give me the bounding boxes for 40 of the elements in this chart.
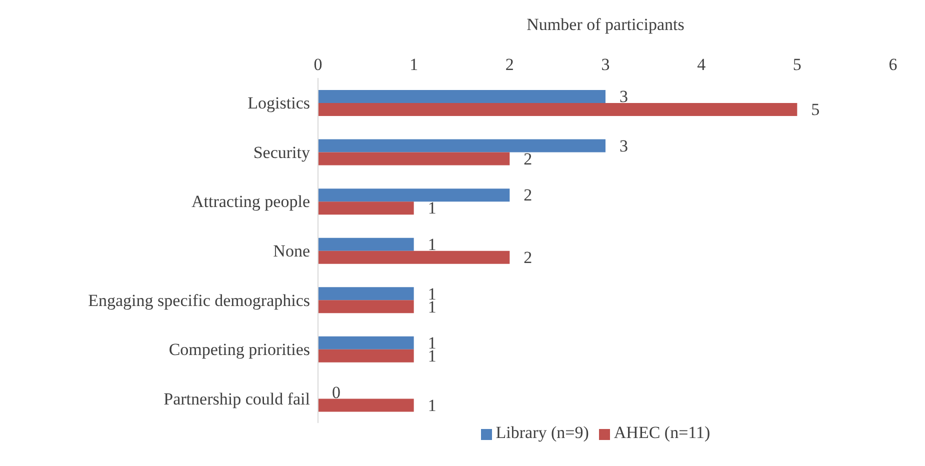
data-label: 2	[524, 149, 532, 168]
y-tick-label: Competing priorities	[168, 340, 310, 360]
x-tick-label: 3	[601, 55, 610, 74]
x-tick-label: 5	[792, 55, 802, 74]
bar	[318, 202, 414, 215]
data-label: 2	[524, 186, 532, 205]
bar	[318, 152, 510, 166]
legend-label: AHEC (n=11)	[614, 423, 710, 442]
y-tick-label: Security	[253, 142, 310, 162]
y-tick-label: None	[273, 242, 310, 261]
y-tick-label: Logistics	[248, 94, 310, 113]
data-label: 1	[428, 198, 436, 218]
bar	[318, 300, 414, 314]
bar	[318, 90, 606, 103]
bar	[318, 188, 510, 202]
bar	[318, 287, 414, 300]
bar	[318, 250, 510, 264]
bar	[318, 398, 414, 412]
bar	[318, 336, 414, 350]
x-tick-label: 1	[410, 55, 418, 74]
bar	[318, 349, 414, 362]
x-tick-label: 0	[314, 55, 322, 74]
bar	[318, 139, 606, 152]
x-tick-label: 2	[505, 55, 514, 74]
data-label: 3	[620, 87, 628, 106]
data-label: 3	[620, 136, 628, 156]
data-label: 1	[428, 396, 436, 415]
data-label: 0	[332, 382, 340, 402]
bar	[318, 238, 414, 251]
data-label: 2	[524, 248, 532, 267]
data-label: 5	[811, 100, 820, 120]
bar	[318, 103, 798, 116]
x-axis-title: Number of participants	[526, 15, 684, 34]
y-tick-label: Partnership could fail	[164, 389, 310, 408]
y-tick-label: Engaging specific demographics	[88, 290, 310, 310]
x-tick-label: 4	[697, 55, 706, 74]
x-tick-label: 6	[888, 55, 898, 74]
legend-label: Library (n=9)	[496, 423, 589, 442]
y-tick-label: Attracting people	[192, 192, 310, 212]
data-label: 1	[428, 235, 436, 254]
